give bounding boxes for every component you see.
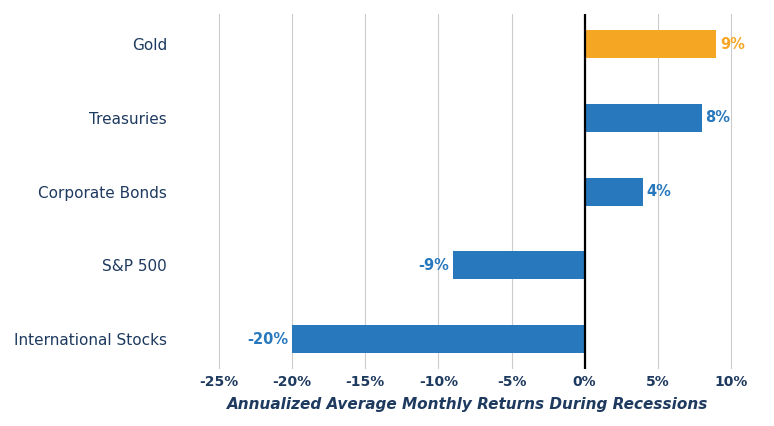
- Text: -9%: -9%: [419, 258, 450, 273]
- Bar: [293, 325, 584, 353]
- Text: 9%: 9%: [720, 37, 745, 52]
- X-axis label: Annualized Average Monthly Returns During Recessions: Annualized Average Monthly Returns Durin…: [227, 397, 708, 412]
- Text: 4%: 4%: [647, 184, 672, 199]
- Bar: [584, 178, 643, 206]
- Text: 8%: 8%: [705, 110, 731, 125]
- Bar: [584, 30, 716, 58]
- Bar: [584, 104, 701, 132]
- Text: -20%: -20%: [248, 331, 289, 347]
- Bar: [453, 251, 584, 279]
